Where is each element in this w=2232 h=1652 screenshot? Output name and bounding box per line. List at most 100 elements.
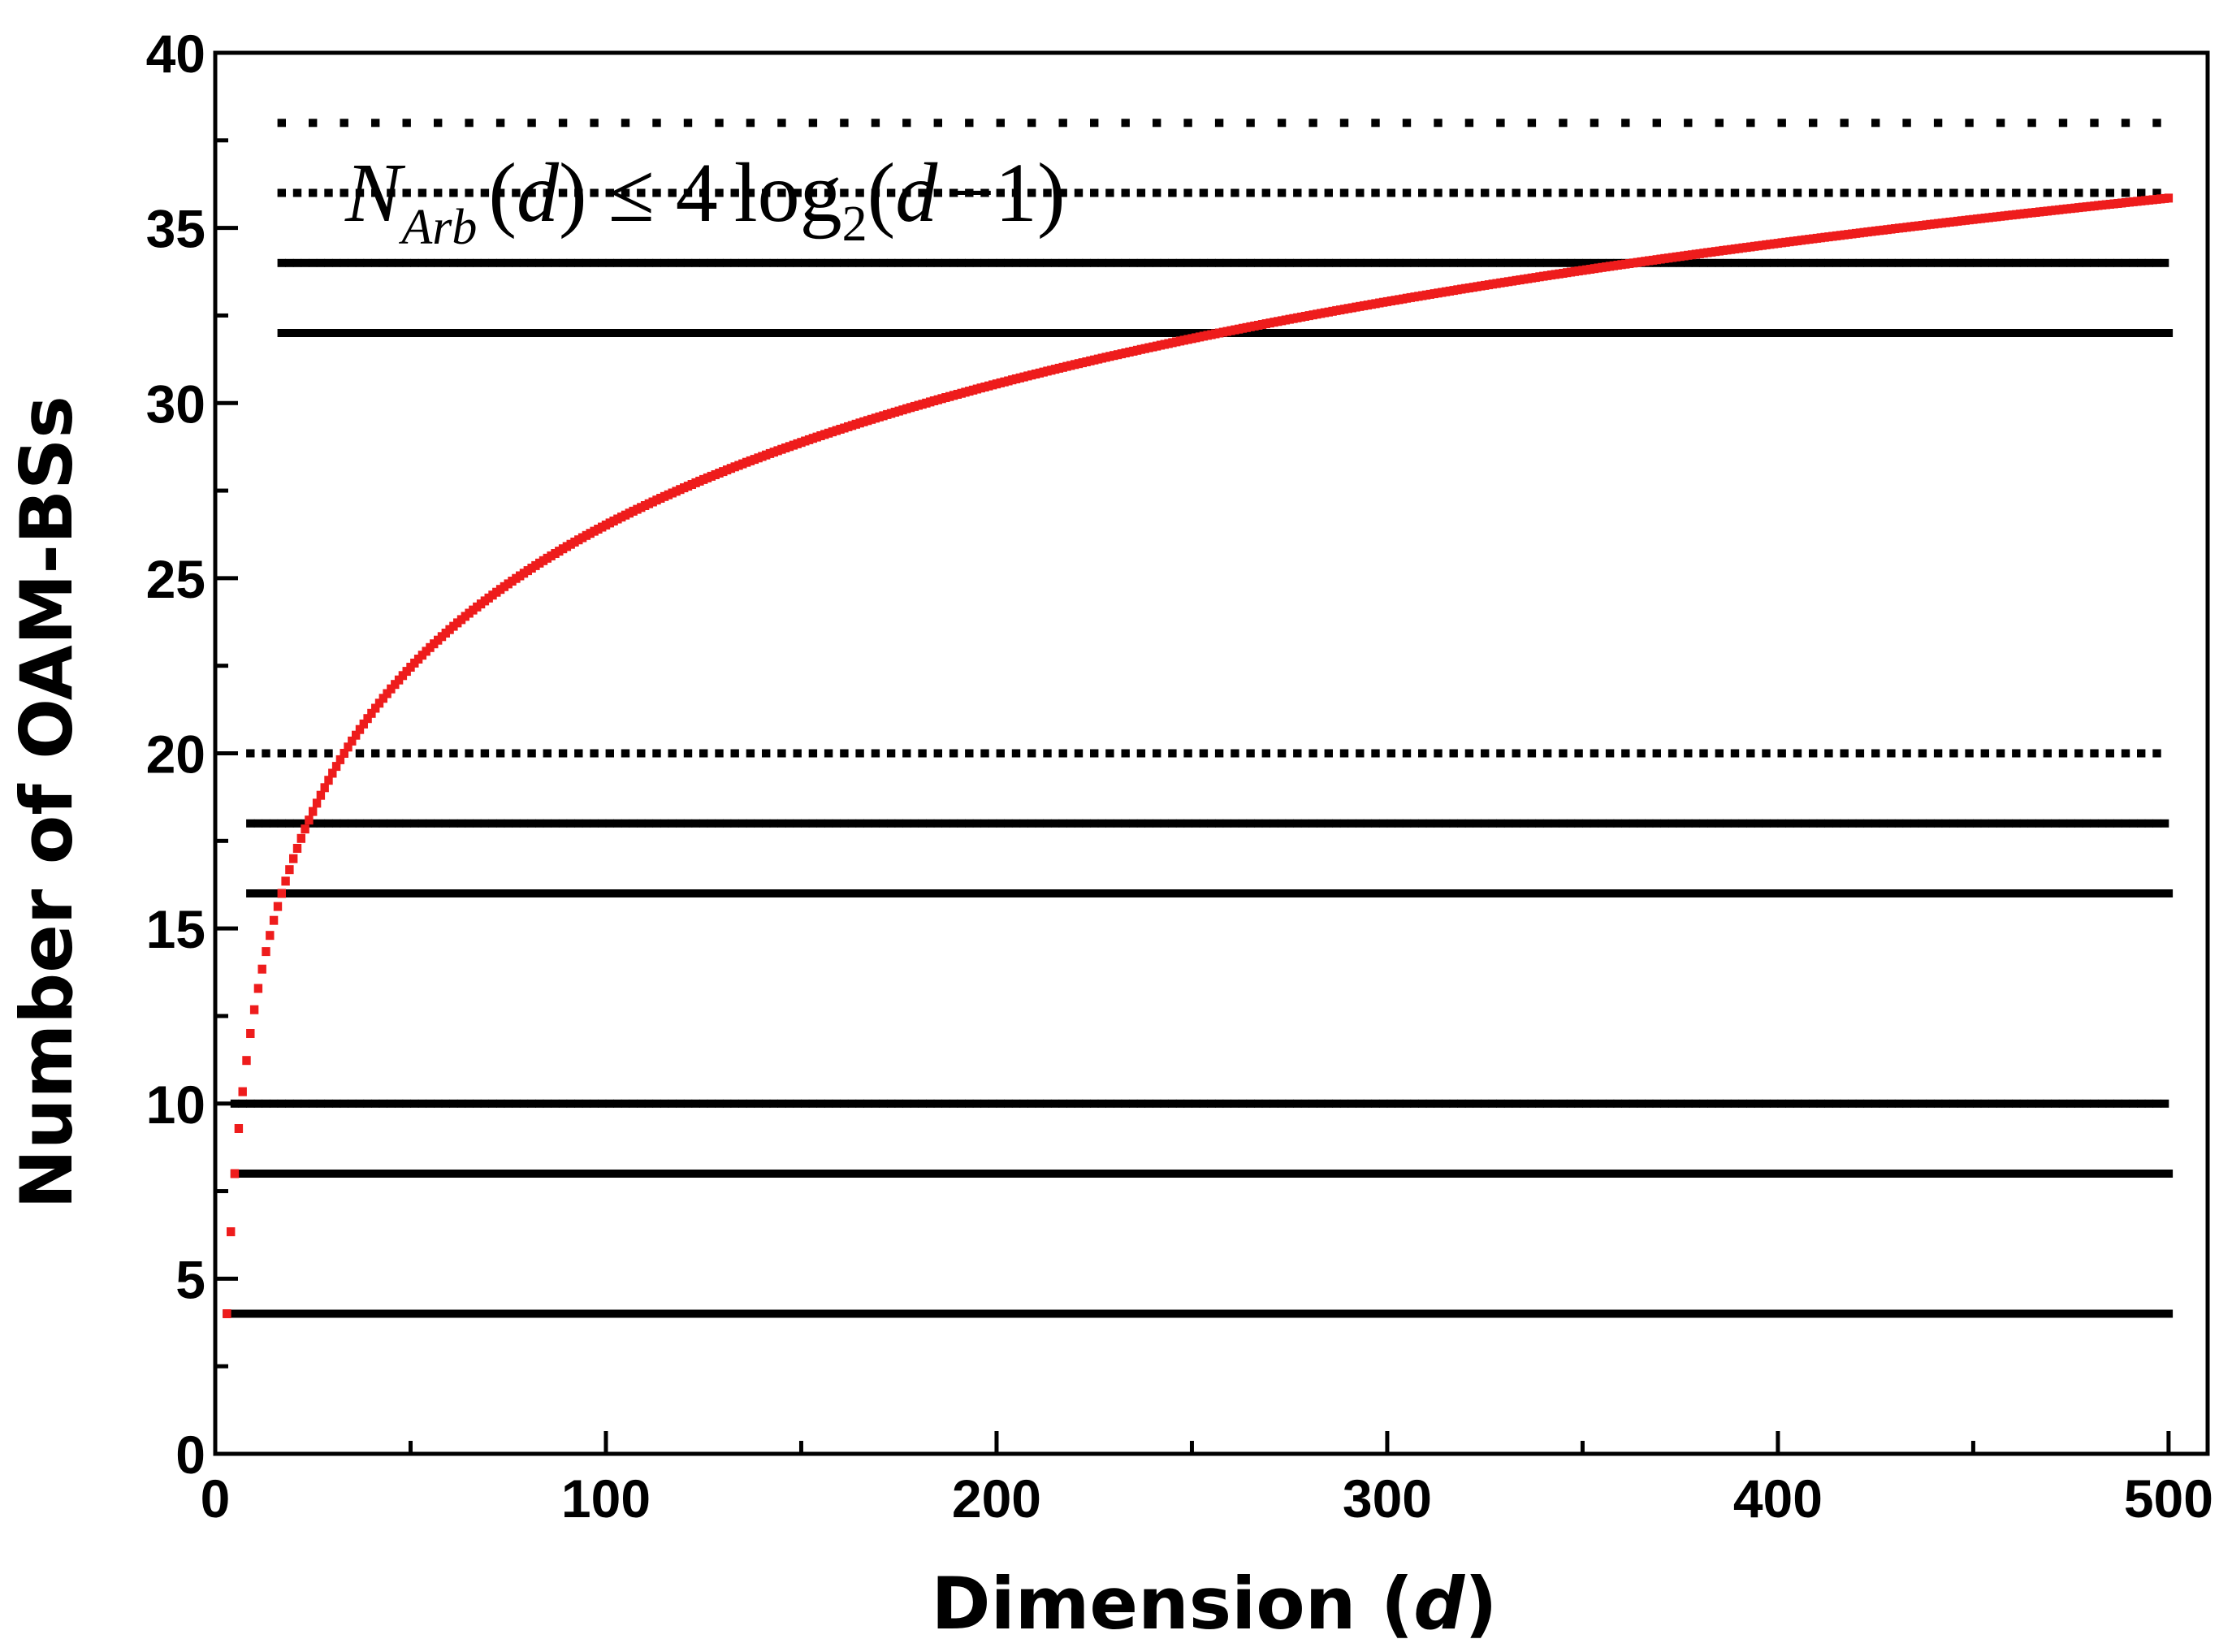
data-point [1418,749,1427,758]
data-point [894,1099,903,1108]
data-point [402,119,411,128]
data-point [363,819,372,828]
data-point [371,1099,380,1108]
data-point [1574,188,1583,197]
data-point [1347,258,1356,267]
data-point [1019,1099,1028,1108]
data-point [965,1099,974,1108]
data-point [1559,749,1568,758]
data-point [660,258,669,267]
data-point [246,1099,255,1108]
data-point [301,1099,309,1108]
data-point [316,258,326,267]
data-point [1542,1099,1552,1108]
data-point [1356,819,1365,828]
data-point [785,819,794,828]
data-point [1425,1099,1434,1108]
data-point [816,258,825,267]
data-point [1153,188,1161,197]
data-point [1559,258,1568,267]
data-point [1668,749,1677,758]
data-point [793,1099,802,1108]
data-point [1082,819,1091,828]
data-point [574,188,583,197]
data-point [683,188,693,197]
data-point [715,749,724,758]
data-point [1418,258,1427,267]
data-point [1496,188,1505,197]
data-point [1527,749,1537,758]
data-point [1425,819,1434,828]
data-point [1684,119,1693,128]
data-point [840,819,849,828]
data-point [1715,1099,1724,1108]
data-point [996,1099,1005,1108]
data-point [262,819,270,828]
data-point [660,1099,669,1108]
data-point [1535,819,1544,828]
data-points-layer [223,119,2174,1318]
data-point [941,1099,950,1108]
data-point [1699,188,1708,197]
data-point [933,258,942,267]
data-point [527,749,536,758]
data-point [1551,819,1559,828]
data-point [1402,119,1412,128]
data-point [1222,1099,1231,1108]
data-point [832,258,841,267]
data-point [1512,749,1520,758]
data-point [1129,819,1138,828]
data-point [527,819,536,828]
data-point [1637,819,1646,828]
data-point [504,1099,513,1108]
data-point [918,819,927,828]
data-point [480,819,490,828]
data-point [1214,749,1224,758]
data-point [1707,819,1716,828]
data-point [1621,1099,1630,1108]
data-point [355,1099,365,1108]
data-point [1246,749,1255,758]
data-point [762,258,771,267]
data-point [1324,819,1333,828]
data-point [824,1099,833,1108]
data-point [683,119,693,128]
data-point [527,1099,536,1108]
data-point [1449,749,1458,758]
data-point [1520,258,1529,267]
data-point [730,1099,739,1108]
data-point [1559,188,1568,197]
data-point [504,819,513,828]
data-point [465,258,474,267]
data-point [316,1099,326,1108]
data-point [1684,749,1693,758]
data-point [1684,819,1693,828]
data-point [480,1099,490,1108]
data-point [1777,1099,1786,1108]
data-point [434,749,443,758]
data-point [1809,119,1818,128]
data-point [699,188,708,197]
data-point [926,258,935,267]
data-point [348,258,357,267]
data-point [933,1099,942,1108]
data-point [1684,258,1693,267]
data-point [801,1099,810,1108]
data-point [378,258,387,267]
data-point [863,1099,872,1108]
data-point [1027,188,1036,197]
data-point [1113,819,1122,828]
data-point [566,1099,575,1108]
data-point [754,819,763,828]
data-point [1183,1099,1192,1108]
data-point [1590,1099,1599,1108]
data-point [1308,749,1317,758]
data-point [1481,188,1490,197]
data-point [1246,188,1255,197]
data-point [855,188,864,197]
data-point [449,258,458,267]
data-point [1840,188,1849,197]
data-point [473,258,482,267]
data-point [1715,749,1724,758]
data-point [660,819,669,828]
